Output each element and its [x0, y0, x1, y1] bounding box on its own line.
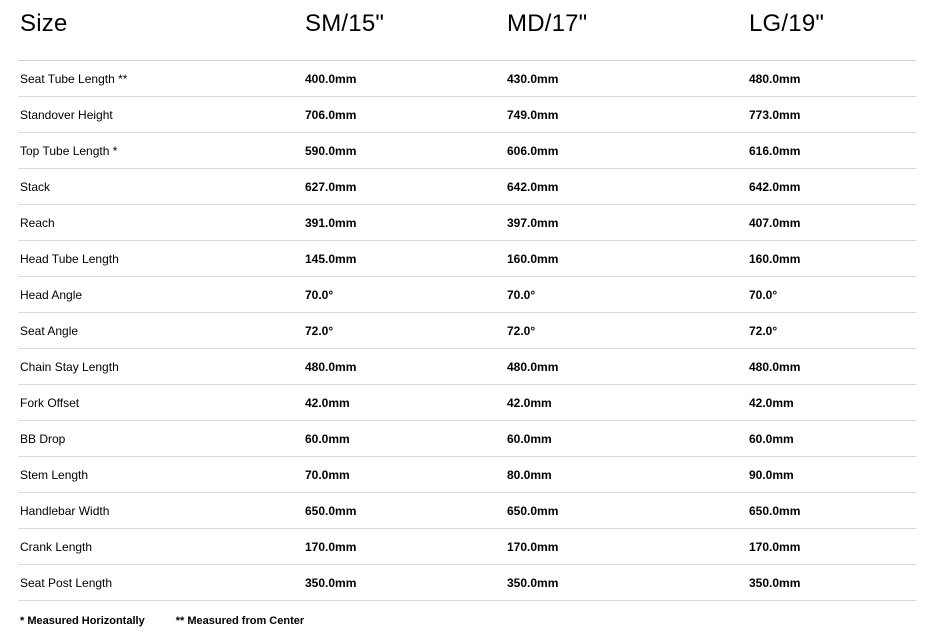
row-label: Reach [18, 205, 303, 241]
row-value: 606.0mm [505, 133, 747, 169]
row-value: 160.0mm [747, 241, 916, 277]
row-value: 80.0mm [505, 457, 747, 493]
row-value: 60.0mm [303, 421, 505, 457]
row-value: 90.0mm [747, 457, 916, 493]
geometry-table-container: Size SM/15" MD/17" LG/19" Seat Tube Leng… [0, 0, 934, 639]
table-row: Head Angle70.0°70.0°70.0° [18, 277, 916, 313]
row-value: 430.0mm [505, 61, 747, 97]
row-value: 391.0mm [303, 205, 505, 241]
row-value: 650.0mm [505, 493, 747, 529]
row-value: 480.0mm [505, 349, 747, 385]
row-value: 350.0mm [303, 565, 505, 601]
row-value: 170.0mm [747, 529, 916, 565]
row-value: 480.0mm [303, 349, 505, 385]
footnote-2: ** Measured from Center [176, 615, 304, 627]
geometry-table: Size SM/15" MD/17" LG/19" Seat Tube Leng… [18, 4, 916, 601]
footnotes: * Measured Horizontally ** Measured from… [18, 601, 916, 627]
row-value: 145.0mm [303, 241, 505, 277]
row-value: 350.0mm [505, 565, 747, 601]
row-label: Crank Length [18, 529, 303, 565]
row-value: 650.0mm [747, 493, 916, 529]
row-value: 42.0mm [505, 385, 747, 421]
row-value: 72.0° [747, 313, 916, 349]
row-label: Seat Angle [18, 313, 303, 349]
row-label: Chain Stay Length [18, 349, 303, 385]
table-row: Crank Length170.0mm170.0mm170.0mm [18, 529, 916, 565]
table-row: Chain Stay Length480.0mm480.0mm480.0mm [18, 349, 916, 385]
row-value: 650.0mm [303, 493, 505, 529]
row-label: Standover Height [18, 97, 303, 133]
header-label: Size [18, 4, 303, 61]
row-label: Stem Length [18, 457, 303, 493]
row-value: 72.0° [303, 313, 505, 349]
table-row: Seat Tube Length **400.0mm430.0mm480.0mm [18, 61, 916, 97]
row-value: 72.0° [505, 313, 747, 349]
row-value: 642.0mm [747, 169, 916, 205]
row-value: 350.0mm [747, 565, 916, 601]
row-value: 70.0° [303, 277, 505, 313]
table-header: Size SM/15" MD/17" LG/19" [18, 4, 916, 61]
row-value: 42.0mm [303, 385, 505, 421]
row-value: 400.0mm [303, 61, 505, 97]
footnote-1: * Measured Horizontally [20, 615, 145, 627]
row-label: Handlebar Width [18, 493, 303, 529]
row-value: 170.0mm [303, 529, 505, 565]
row-value: 42.0mm [747, 385, 916, 421]
row-label: Fork Offset [18, 385, 303, 421]
row-label: Stack [18, 169, 303, 205]
row-value: 60.0mm [747, 421, 916, 457]
header-col-md: MD/17" [505, 4, 747, 61]
table-body: Seat Tube Length **400.0mm430.0mm480.0mm… [18, 61, 916, 601]
row-value: 642.0mm [505, 169, 747, 205]
table-row: Stem Length70.0mm80.0mm90.0mm [18, 457, 916, 493]
table-row: Head Tube Length145.0mm160.0mm160.0mm [18, 241, 916, 277]
row-value: 407.0mm [747, 205, 916, 241]
row-value: 627.0mm [303, 169, 505, 205]
header-col-sm: SM/15" [303, 4, 505, 61]
row-label: Head Tube Length [18, 241, 303, 277]
table-row: Seat Angle72.0°72.0°72.0° [18, 313, 916, 349]
row-value: 616.0mm [747, 133, 916, 169]
row-value: 773.0mm [747, 97, 916, 133]
row-value: 397.0mm [505, 205, 747, 241]
row-label: Head Angle [18, 277, 303, 313]
row-value: 480.0mm [747, 349, 916, 385]
table-row: Stack627.0mm642.0mm642.0mm [18, 169, 916, 205]
row-label: Seat Tube Length ** [18, 61, 303, 97]
table-row: Top Tube Length *590.0mm606.0mm616.0mm [18, 133, 916, 169]
row-value: 170.0mm [505, 529, 747, 565]
row-value: 70.0mm [303, 457, 505, 493]
table-row: Reach391.0mm397.0mm407.0mm [18, 205, 916, 241]
row-value: 70.0° [747, 277, 916, 313]
row-value: 749.0mm [505, 97, 747, 133]
row-value: 160.0mm [505, 241, 747, 277]
table-row: Handlebar Width650.0mm650.0mm650.0mm [18, 493, 916, 529]
row-value: 480.0mm [747, 61, 916, 97]
header-col-lg: LG/19" [747, 4, 916, 61]
row-value: 590.0mm [303, 133, 505, 169]
row-value: 70.0° [505, 277, 747, 313]
row-label: BB Drop [18, 421, 303, 457]
table-row: Seat Post Length350.0mm350.0mm350.0mm [18, 565, 916, 601]
row-label: Seat Post Length [18, 565, 303, 601]
table-row: Standover Height706.0mm749.0mm773.0mm [18, 97, 916, 133]
row-value: 60.0mm [505, 421, 747, 457]
row-label: Top Tube Length * [18, 133, 303, 169]
table-row: Fork Offset42.0mm42.0mm42.0mm [18, 385, 916, 421]
row-value: 706.0mm [303, 97, 505, 133]
table-row: BB Drop60.0mm60.0mm60.0mm [18, 421, 916, 457]
